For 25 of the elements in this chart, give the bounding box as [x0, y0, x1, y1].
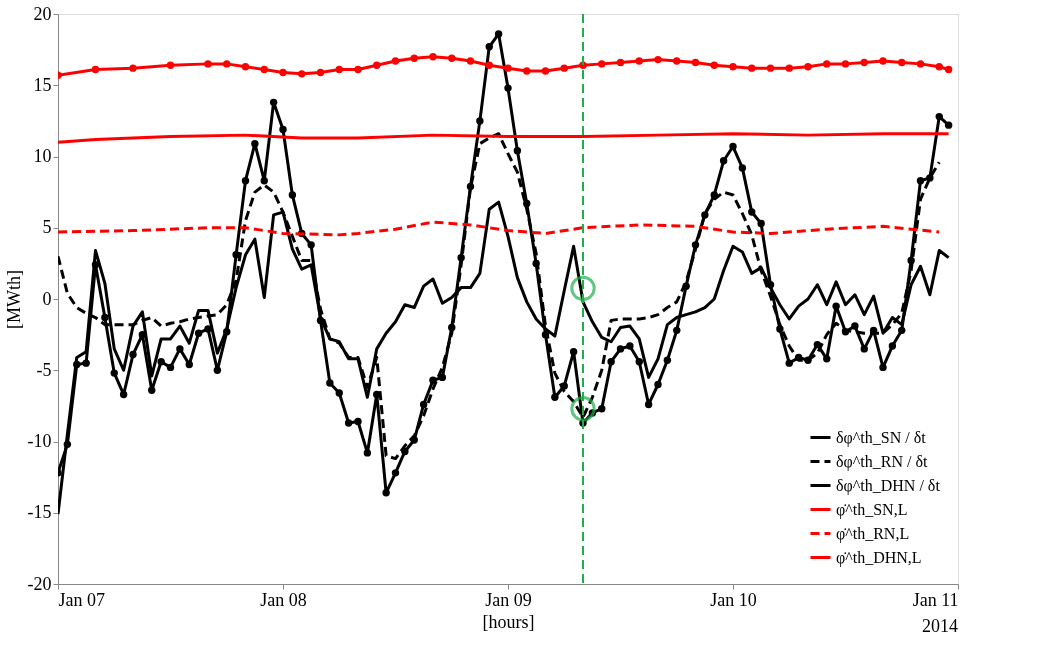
- y-tick-label: 20: [33, 3, 52, 24]
- y-axis-title: [MWth]: [3, 270, 24, 329]
- legend-label: δφ^th_SN / δt: [836, 428, 927, 447]
- x-tick-label: Jan 08: [260, 589, 307, 610]
- x-tick-label: Jan 10: [710, 589, 757, 610]
- legend-label: φ̇^th_RN,L: [836, 524, 910, 543]
- legend-label: φ̇^th_DHN,L: [836, 548, 922, 567]
- y-tick-label: -5: [36, 359, 52, 380]
- x-tick-label: Jan 11: [912, 589, 959, 610]
- y-tick-label: -10: [27, 431, 52, 451]
- y-tick-label: 15: [33, 74, 52, 95]
- x-tick-label: Jan 07: [58, 589, 105, 610]
- legend-label: δφ^th_RN / δt: [836, 452, 928, 471]
- y-tick-label: 0: [42, 288, 52, 309]
- x-tick-label: Jan 09: [485, 589, 532, 610]
- y-tick-label: 5: [42, 217, 52, 238]
- line-series: [58, 220, 941, 237]
- x-axis-title: [hours]: [482, 611, 535, 632]
- y-tick-label: 10: [33, 146, 52, 166]
- y-tick-label: -20: [27, 573, 52, 594]
- text: 2014: [922, 616, 958, 636]
- legend-label: δφ^th_DHN / δt: [836, 476, 941, 495]
- legend-label: φ̇^th_SN,L: [836, 500, 908, 519]
- y-tick-label: -15: [27, 502, 52, 523]
- line-series: [58, 132, 951, 144]
